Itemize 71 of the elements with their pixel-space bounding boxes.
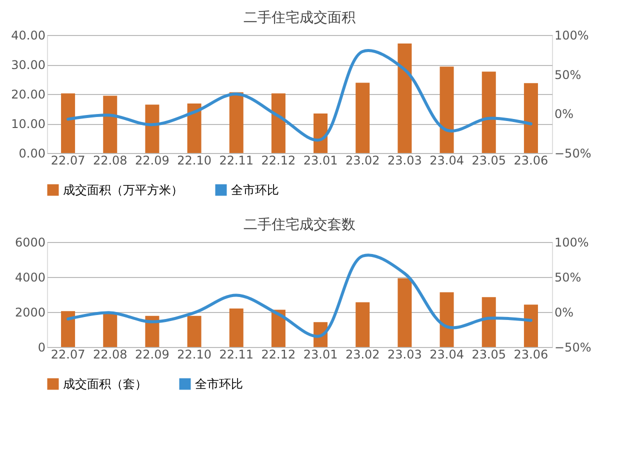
x-tick-label: 23.03 bbox=[388, 154, 422, 168]
x-tick-label: 23.03 bbox=[388, 348, 422, 362]
bar bbox=[482, 72, 496, 153]
bar bbox=[271, 310, 286, 347]
y2-tick-label: −50% bbox=[554, 340, 592, 354]
y2-tick-label: 50% bbox=[554, 68, 582, 82]
bar bbox=[398, 44, 412, 153]
bar bbox=[524, 304, 538, 347]
bar bbox=[271, 93, 286, 153]
bar bbox=[61, 311, 76, 347]
y-tick-label: 6000 bbox=[14, 236, 46, 250]
x-tick-label: 22.08 bbox=[92, 154, 128, 168]
bar bbox=[61, 93, 76, 153]
x-tick-label: 22.09 bbox=[135, 348, 170, 362]
y2-tick-label: 100% bbox=[554, 236, 589, 250]
bar bbox=[187, 316, 202, 347]
bar bbox=[103, 96, 118, 153]
x-tick-label: 23.06 bbox=[514, 348, 548, 362]
y-tick-label: 10.00 bbox=[11, 117, 46, 131]
bar bbox=[103, 312, 118, 347]
y-tick-label: 2000 bbox=[14, 306, 46, 320]
y-tick-label: 40.00 bbox=[11, 28, 46, 42]
bar bbox=[440, 66, 454, 153]
legend-label: 全市环比 bbox=[195, 377, 243, 391]
bar bbox=[229, 308, 244, 347]
legend-label: 全市环比 bbox=[231, 183, 279, 197]
x-tick-label: 22.10 bbox=[177, 348, 212, 362]
x-tick-label: 23.04 bbox=[430, 154, 464, 168]
bar bbox=[398, 278, 412, 347]
legend-label: 成交面积（万平方米） bbox=[63, 183, 183, 197]
x-tick-label: 23.02 bbox=[345, 154, 380, 168]
x-tick-label: 22.11 bbox=[219, 348, 254, 362]
y-tick-label: 20.00 bbox=[11, 88, 46, 102]
x-tick-label: 22.10 bbox=[177, 154, 212, 168]
x-tick-label: 22.09 bbox=[135, 154, 170, 168]
line-series bbox=[66, 254, 532, 338]
bar bbox=[145, 104, 160, 153]
y-tick-label: 0.00 bbox=[18, 146, 46, 160]
x-tick-label: 23.05 bbox=[472, 348, 506, 362]
chart-title: 二手住宅成交面积 bbox=[244, 10, 356, 26]
x-tick-label: 22.07 bbox=[50, 154, 86, 168]
bar bbox=[482, 297, 496, 347]
chart-title: 二手住宅成交套数 bbox=[244, 217, 356, 233]
x-tick-label: 23.05 bbox=[472, 154, 506, 168]
bar bbox=[356, 302, 370, 347]
x-tick-label: 22.12 bbox=[261, 348, 296, 362]
legend-label: 成交面积（套） bbox=[63, 377, 147, 391]
x-tick-label: 22.12 bbox=[261, 154, 296, 168]
y2-tick-label: 0% bbox=[554, 107, 574, 122]
y2-tick-label: 100% bbox=[554, 28, 589, 42]
y2-tick-label: −50% bbox=[554, 146, 592, 160]
y-tick-label: 4000 bbox=[14, 270, 46, 284]
y-tick-label: 30.00 bbox=[11, 58, 46, 72]
x-tick-label: 22.08 bbox=[92, 348, 128, 362]
x-tick-label: 23.06 bbox=[514, 154, 548, 168]
y-tick-label: 0 bbox=[38, 340, 46, 354]
bar bbox=[440, 292, 454, 347]
bar bbox=[187, 103, 202, 153]
bar bbox=[229, 92, 244, 153]
x-tick-label: 22.07 bbox=[50, 348, 86, 362]
y2-tick-label: 50% bbox=[554, 270, 582, 284]
bar bbox=[524, 83, 538, 153]
x-tick-label: 23.01 bbox=[303, 348, 338, 362]
x-tick-label: 22.11 bbox=[219, 154, 254, 168]
x-tick-label: 23.01 bbox=[303, 154, 338, 168]
bar bbox=[356, 82, 370, 153]
bar bbox=[314, 113, 328, 153]
x-tick-label: 23.04 bbox=[430, 348, 464, 362]
line-series bbox=[66, 49, 532, 142]
x-tick-label: 23.02 bbox=[345, 348, 380, 362]
y2-tick-label: 0% bbox=[554, 306, 574, 320]
